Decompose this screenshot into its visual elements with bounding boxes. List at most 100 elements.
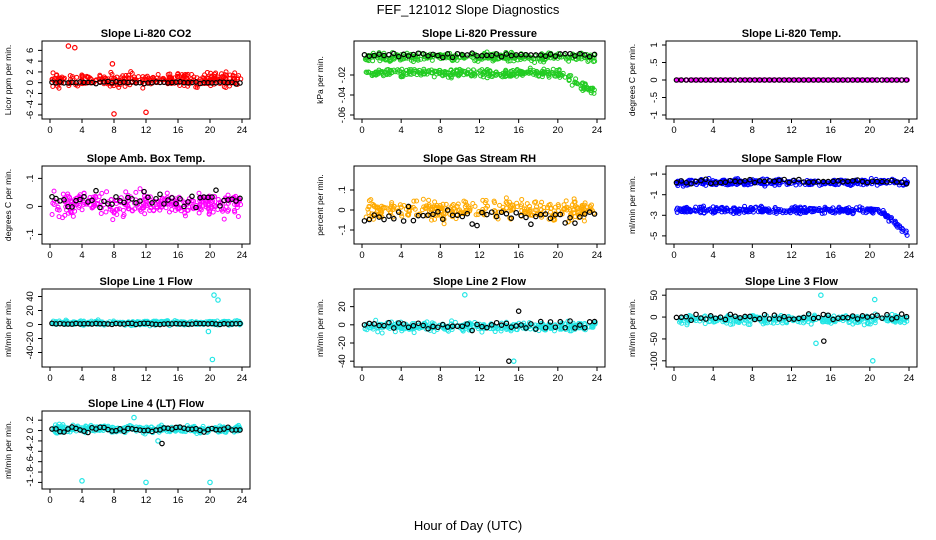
data-point [206,193,212,199]
data-point [361,218,368,224]
y-tick-label: 6 [25,48,36,53]
x-tick-label: 20 [865,373,876,384]
x-tick-label: 12 [786,373,797,384]
data-point [157,207,163,213]
data-point [60,191,66,197]
data-point [407,69,413,75]
x-tick-label: 8 [111,125,116,136]
data-point [453,55,459,61]
data-point [161,76,167,82]
data-point [574,81,580,87]
data-point [233,198,239,204]
data-point [567,50,573,57]
data-point [141,203,147,209]
data-point [209,194,215,200]
data-point [455,72,461,78]
y-tick-label: 20 [25,305,36,316]
data-point [498,53,505,60]
data-point [191,74,197,80]
data-point [573,76,579,82]
plot-frame [41,288,251,368]
x-axis-title: Hour of Day (UTC) [414,518,522,533]
data-point [418,56,424,62]
y-tick-label: -1 [649,111,660,119]
data-point [145,75,151,81]
data-point [126,72,132,78]
data-point [54,206,60,212]
data-point [373,205,379,211]
data-point [173,200,179,207]
data-point [423,69,429,75]
data-point [470,200,476,206]
data-point [129,196,135,202]
data-point [503,210,510,217]
data-point [426,197,432,203]
data-point [60,215,66,221]
outlier-point [79,478,85,484]
y-tick-label: 0 [25,204,36,209]
x-tick-label: 0 [359,373,364,384]
data-point [493,69,499,75]
data-point [153,195,159,202]
data-point [108,196,114,202]
data-point [464,202,470,208]
x-tick-label: 4 [399,250,404,261]
data-point [370,201,376,207]
data-point [395,53,402,60]
data-point [236,198,242,204]
data-point [720,77,726,83]
data-point [428,67,434,73]
data-point [469,221,475,227]
data-point [537,202,543,208]
data-point [514,204,520,210]
data-point [415,69,421,75]
data-point [93,195,99,201]
panel-title: Slope Line 2 Flow [433,276,526,288]
data-point [363,57,369,63]
outlier-point [813,340,819,347]
data-point [143,74,149,80]
data-point [101,198,107,205]
data-point [141,188,147,195]
data-point [546,69,552,75]
x-tick-label: 16 [173,495,184,506]
data-point [147,194,153,200]
y-tick-label: -1 [25,478,36,486]
data-point [125,206,131,212]
data-point [217,200,223,206]
data-point [185,83,191,89]
data-point [519,71,525,77]
data-point [580,80,586,86]
data-point [148,81,154,87]
data-point [547,51,554,58]
data-point [796,179,802,185]
panel-title: Slope Line 4 (LT) Flow [88,398,204,410]
x-tick-label: 12 [141,373,152,384]
data-point [161,201,167,207]
data-point [571,210,577,216]
x-tick-label: 4 [79,373,84,384]
data-point [129,207,135,213]
data-point [194,84,200,90]
data-point [150,74,156,80]
data-point [136,204,142,210]
data-point [204,69,210,75]
data-point [563,198,569,204]
data-point [107,206,113,212]
y-tick-label: -.04 [337,87,348,103]
data-point [131,74,137,80]
x-tick-label: 4 [711,373,716,384]
x-tick-label: 16 [513,125,524,136]
data-point [896,77,902,83]
panel-title: Slope Li-820 Pressure [422,28,537,40]
data-point [388,57,394,63]
data-point [221,216,227,222]
x-tick-label: 16 [513,250,524,261]
data-point [408,71,414,77]
data-point [532,199,538,205]
data-point [231,208,237,214]
x-tick-label: 16 [825,373,836,384]
data-point [169,195,175,201]
data-point [154,204,160,210]
